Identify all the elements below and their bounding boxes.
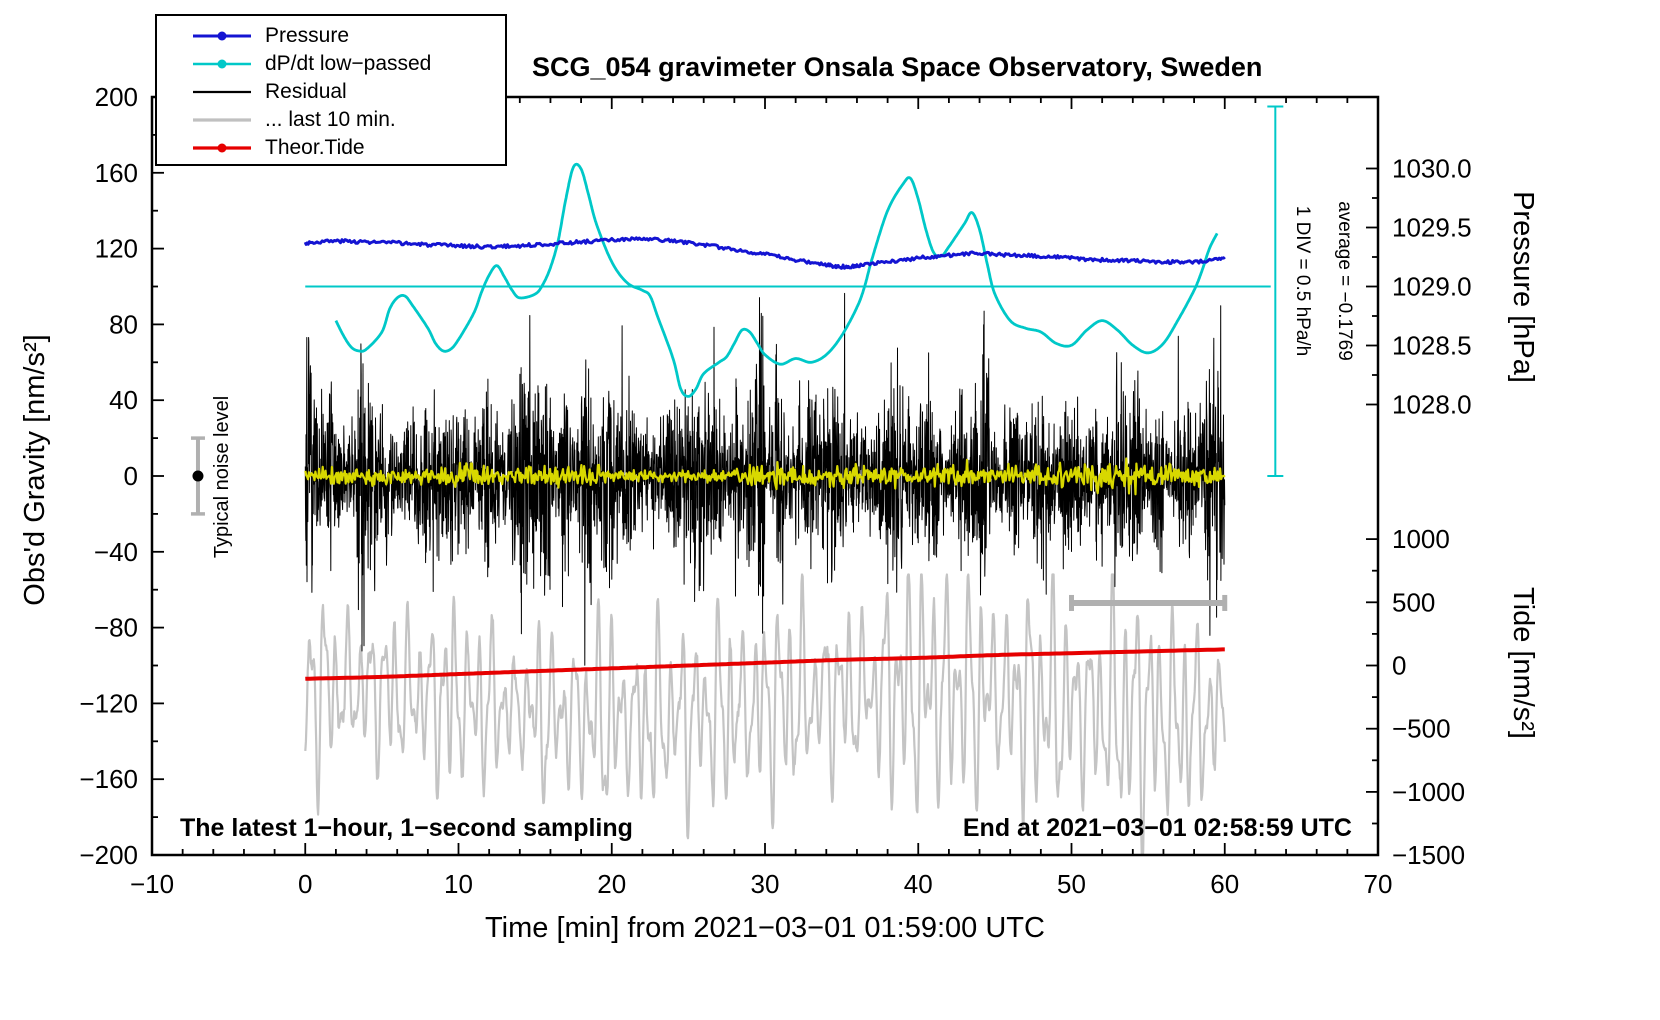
series-pressure-line <box>303 236 1226 270</box>
end-time-note: End at 2021−03−01 02:58:59 UTC <box>962 814 1352 842</box>
noise-level-marker <box>192 470 204 482</box>
legend-marker-icon <box>193 143 251 153</box>
x-tick-label: 20 <box>597 869 626 899</box>
legend-item: Theor.Tide <box>191 134 505 162</box>
y-left-tick-label: 160 <box>95 158 138 188</box>
average-annotation: average = −0.1769 <box>1334 201 1355 361</box>
y-left-tick-label: 80 <box>109 309 138 339</box>
legend-label: Residual <box>265 80 347 103</box>
pressure-tick-label: 1029.5 <box>1392 213 1472 243</box>
legend-marker-icon <box>193 31 251 41</box>
series-dp-dt-low-passed-line <box>334 162 1219 398</box>
legend-label: ... last 10 min. <box>265 108 396 131</box>
x-axis-label: Time [min] from 2021−03−01 01:59:00 UTC <box>485 912 1045 944</box>
chart-title: SCG_054 gravimeter Onsala Space Observat… <box>532 52 1263 82</box>
y-left-tick-label: −40 <box>94 537 138 567</box>
legend-item: dP/dt low−passed <box>191 50 505 78</box>
legend: Pressure dP/dt low−passed Residual ... last… <box>155 14 507 166</box>
tide-tick-label: −1000 <box>1392 777 1465 807</box>
y-axis-label-tide: Tide [nm/s²] <box>1507 586 1539 739</box>
legend-label: dP/dt low−passed <box>265 52 432 75</box>
legend-item: ... last 10 min. <box>191 106 505 134</box>
div-scale-annotation: 1 DIV = 0.5 hPa/h <box>1292 205 1313 357</box>
pressure-tick-label: 1030.0 <box>1392 154 1472 184</box>
y-axis-label-gravity: Obs'd Gravity [nm/s²] <box>19 334 51 606</box>
series-group <box>303 162 1226 855</box>
sampling-note: The latest 1−hour, 1−second sampling <box>180 814 633 842</box>
legend-label: Theor.Tide <box>265 136 365 159</box>
pressure-tick-label: 1028.5 <box>1392 331 1472 361</box>
legend-item: Pressure <box>191 22 505 50</box>
y-left-tick-label: 120 <box>95 234 138 264</box>
x-tick-label: 0 <box>298 869 312 899</box>
legend-dot <box>217 59 227 69</box>
noise-level-annotation: Typical noise level <box>211 395 233 559</box>
pressure-tick-label: 1028.0 <box>1392 390 1472 420</box>
x-tick-label: −10 <box>130 869 174 899</box>
legend-dot <box>217 143 227 153</box>
tide-tick-label: −500 <box>1392 714 1451 744</box>
series-residual-line <box>304 292 1226 666</box>
y-left-tick-label: 200 <box>95 82 138 112</box>
x-tick-label: 60 <box>1210 869 1239 899</box>
y-left-tick-label: −80 <box>94 613 138 643</box>
y-left-tick-label: 0 <box>124 461 138 491</box>
y-left-tick-label: 40 <box>109 385 138 415</box>
y-left-tick-label: −200 <box>79 840 138 870</box>
tide-tick-label: 0 <box>1392 651 1406 681</box>
tide-tick-label: −1500 <box>1392 840 1465 870</box>
series--last-10-min--line <box>304 573 1226 855</box>
legend-label: Pressure <box>265 24 350 47</box>
x-tick-label: 40 <box>904 869 933 899</box>
y-left-tick-label: −160 <box>79 764 138 794</box>
x-tick-label: 10 <box>444 869 473 899</box>
series-theor-tide-line <box>305 647 1225 681</box>
legend-marker-icon <box>193 118 251 122</box>
x-tick-label: 70 <box>1364 869 1393 899</box>
legend-dot <box>217 31 227 41</box>
pressure-tick-label: 1029.0 <box>1392 272 1472 302</box>
legend-marker-icon <box>193 59 251 69</box>
tide-tick-label: 500 <box>1392 587 1435 617</box>
legend-item: Residual <box>191 78 505 106</box>
legend-marker-icon <box>193 90 251 94</box>
x-tick-label: 50 <box>1057 869 1086 899</box>
tide-tick-label: 1000 <box>1392 524 1450 554</box>
y-left-tick-label: −120 <box>79 688 138 718</box>
x-tick-label: 30 <box>751 869 780 899</box>
series-residual-smoothed-line <box>304 457 1226 496</box>
